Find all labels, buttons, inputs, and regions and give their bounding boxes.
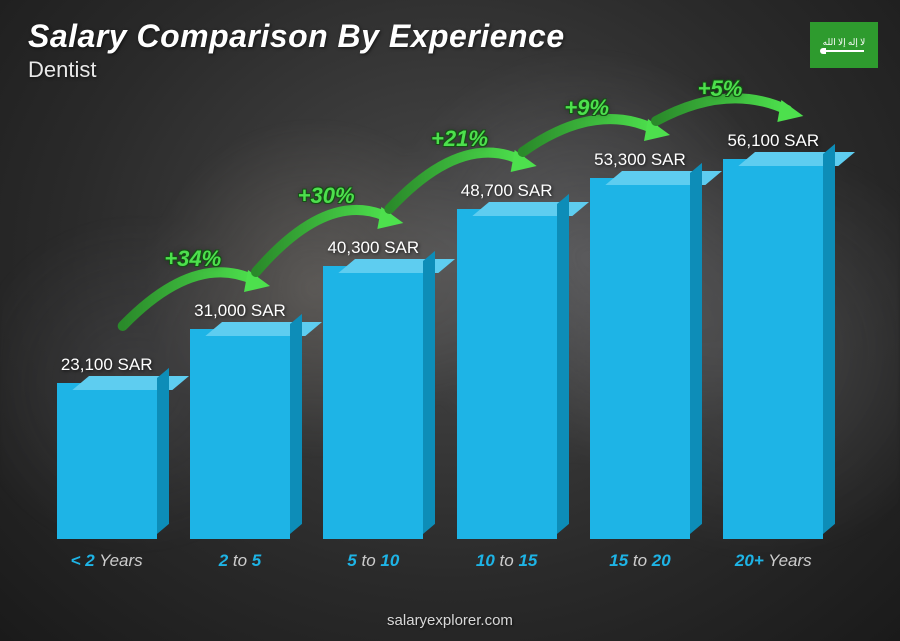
bar-group: 23,100 SAR xyxy=(42,355,172,539)
x-axis-label: 5 to 10 xyxy=(308,551,438,571)
bar-top-face xyxy=(472,202,589,216)
bars-container: 23,100 SAR 31,000 SAR 40,300 SAR 48,700 … xyxy=(40,109,840,539)
x-axis: < 2 Years2 to 55 to 1010 to 1515 to 2020… xyxy=(40,551,840,571)
bar-value-label: 31,000 SAR xyxy=(194,301,286,321)
bar-3d xyxy=(590,178,690,539)
header: Salary Comparison By Experience Dentist xyxy=(28,18,565,83)
x-axis-label: 15 to 20 xyxy=(575,551,705,571)
bar-3d xyxy=(723,159,823,539)
bar-value-label: 56,100 SAR xyxy=(727,131,819,151)
x-axis-label: 10 to 15 xyxy=(442,551,572,571)
bar-side-face xyxy=(557,194,569,534)
bar-side-face xyxy=(423,251,435,534)
country-flag-icon: لا إله إلا الله xyxy=(810,22,878,68)
bar-side-face xyxy=(690,163,702,534)
bar-top-face xyxy=(72,376,189,390)
bar-top-face xyxy=(205,322,322,336)
flag-sword-icon xyxy=(824,50,864,52)
chart-title: Salary Comparison By Experience xyxy=(28,18,565,55)
x-axis-label: < 2 Years xyxy=(42,551,172,571)
bar-3d xyxy=(323,266,423,539)
bar-front-face xyxy=(190,329,290,539)
bar-front-face xyxy=(723,159,823,539)
bar-3d xyxy=(190,329,290,539)
bar-group: 53,300 SAR xyxy=(575,150,705,539)
bar-value-label: 48,700 SAR xyxy=(461,181,553,201)
bar-value-label: 23,100 SAR xyxy=(61,355,153,375)
chart-area: 23,100 SAR 31,000 SAR 40,300 SAR 48,700 … xyxy=(40,100,840,571)
bar-front-face xyxy=(457,209,557,539)
footer-attribution: salaryexplorer.com xyxy=(0,612,900,629)
chart-subtitle: Dentist xyxy=(28,57,565,83)
bar-value-label: 53,300 SAR xyxy=(594,150,686,170)
bar-3d xyxy=(57,383,157,539)
bar-top-face xyxy=(739,152,856,166)
bar-side-face xyxy=(823,144,835,534)
bar-3d xyxy=(457,209,557,539)
flag-script: لا إله إلا الله xyxy=(823,38,866,47)
bar-group: 31,000 SAR xyxy=(175,301,305,539)
bar-top-face xyxy=(339,259,456,273)
bar-front-face xyxy=(57,383,157,539)
bar-group: 48,700 SAR xyxy=(442,181,572,539)
bar-side-face xyxy=(290,314,302,534)
bar-front-face xyxy=(590,178,690,539)
bar-group: 40,300 SAR xyxy=(308,238,438,539)
x-axis-label: 2 to 5 xyxy=(175,551,305,571)
x-axis-label: 20+ Years xyxy=(708,551,838,571)
bar-side-face xyxy=(157,368,169,534)
bar-value-label: 40,300 SAR xyxy=(327,238,419,258)
bar-group: 56,100 SAR xyxy=(708,131,838,539)
bar-top-face xyxy=(605,171,722,185)
bar-front-face xyxy=(323,266,423,539)
